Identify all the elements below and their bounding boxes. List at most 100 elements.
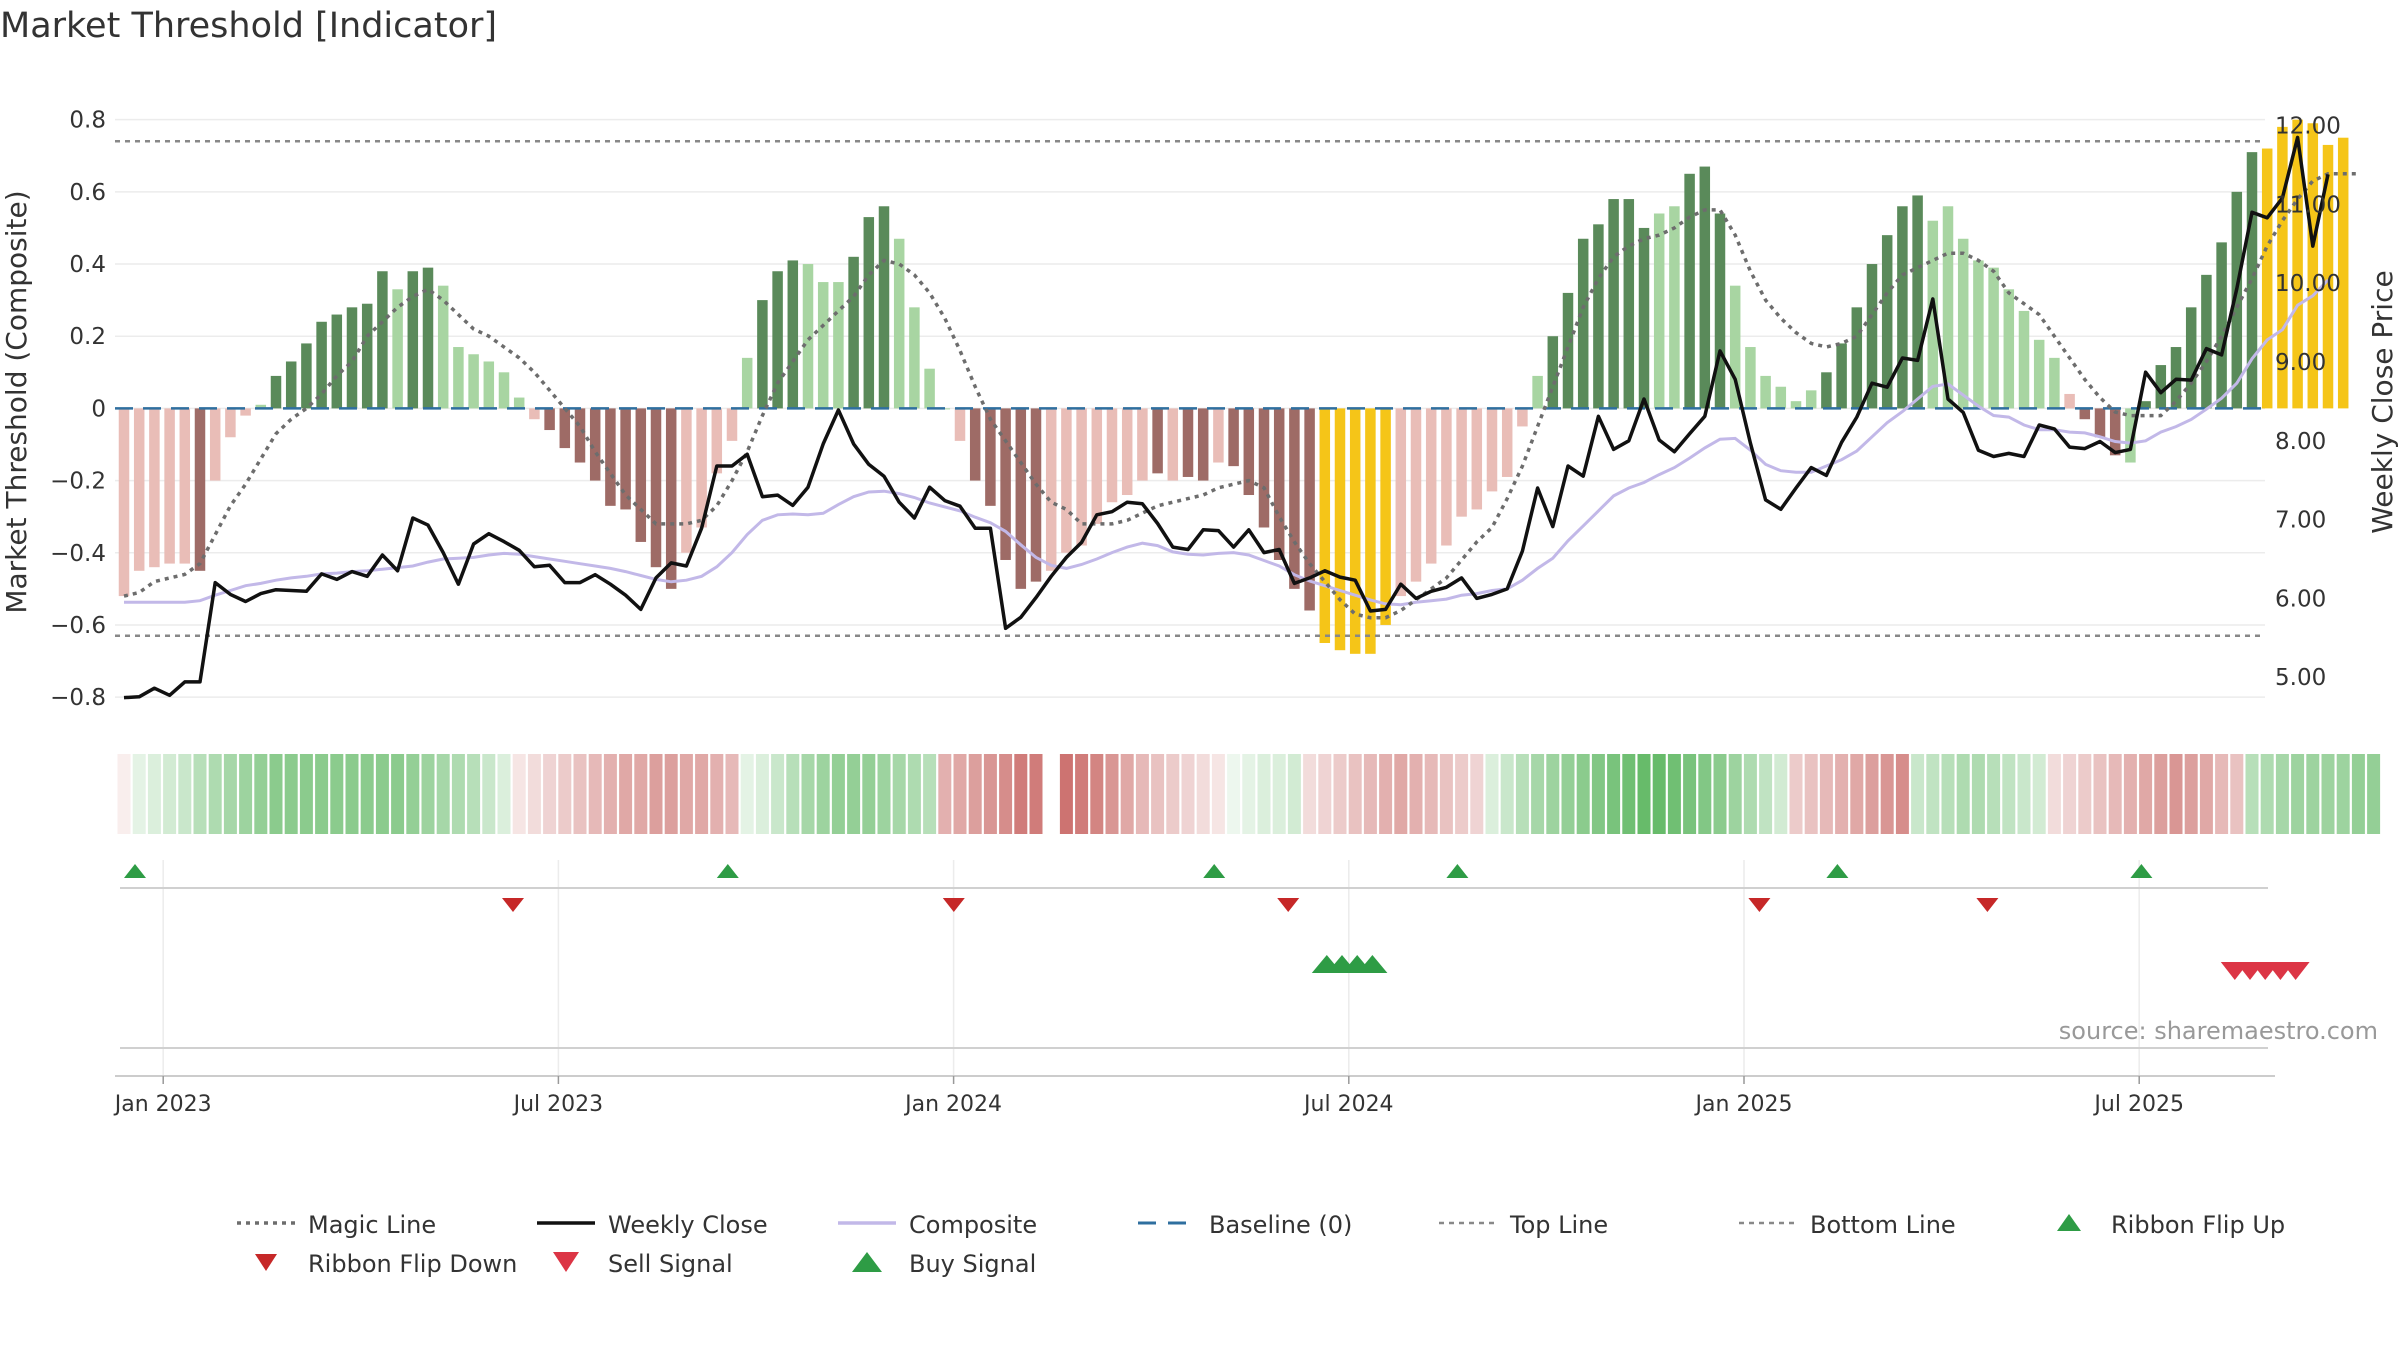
ribbon-cell xyxy=(634,754,648,834)
composite-bar xyxy=(620,408,631,510)
ribbon-cell xyxy=(1546,754,1560,834)
legend-swatch-flip-up xyxy=(2057,1214,2081,1231)
ribbon-cell xyxy=(1075,754,1089,834)
y-tick-label: −0.2 xyxy=(50,469,106,495)
ribbon-cell xyxy=(877,754,891,834)
ribbon-cell xyxy=(1971,754,1985,834)
y2-tick-label: 11.00 xyxy=(2275,192,2341,218)
ribbon-cell xyxy=(451,754,465,834)
composite-bar xyxy=(2155,365,2167,409)
ribbon-cell xyxy=(2321,754,2335,834)
composite-bar xyxy=(817,282,829,409)
ribbon-cell xyxy=(1394,754,1408,834)
composite-bar xyxy=(757,300,768,409)
composite-bar xyxy=(225,408,236,438)
ribbon-cell xyxy=(1242,754,1256,834)
ribbon-cell xyxy=(1804,754,1818,834)
ribbon-cell xyxy=(1151,754,1165,834)
ribbon-cell xyxy=(239,754,253,834)
ribbon-flip-down-marker xyxy=(1976,898,1999,912)
ribbon-cell xyxy=(1303,754,1317,834)
y-tick-label: 0 xyxy=(91,396,106,422)
composite-bar xyxy=(985,408,996,506)
legend-swatch-sell xyxy=(553,1252,579,1272)
ribbon-cell xyxy=(740,754,754,834)
composite-bar xyxy=(787,260,799,409)
y2-tick-label: 12.00 xyxy=(2275,114,2341,140)
composite-bar xyxy=(316,321,327,409)
composite-bar xyxy=(1973,260,1984,409)
ribbon-cell xyxy=(1409,754,1423,834)
ribbon-cell xyxy=(679,754,693,834)
composite-bar xyxy=(2246,152,2258,409)
ribbon-cell xyxy=(771,754,785,834)
composite-bar xyxy=(1745,347,1756,409)
ribbon-cell xyxy=(1379,754,1393,834)
magic-line xyxy=(123,172,2359,620)
composite-bar xyxy=(2125,408,2136,463)
composite-bar xyxy=(1760,375,1771,409)
ribbon-cell xyxy=(1607,754,1621,834)
composite-bar xyxy=(149,408,160,568)
ribbon-cell xyxy=(1713,754,1727,834)
composite-bar xyxy=(2185,307,2197,409)
composite-bar xyxy=(681,408,692,553)
composite-bar xyxy=(1486,408,1498,492)
ribbon-cell xyxy=(2047,754,2061,834)
y-axis-label: Market Threshold (Composite) xyxy=(0,190,33,613)
composite-bar xyxy=(1045,408,1057,571)
composite-bar xyxy=(1866,264,1878,409)
ribbon-cell xyxy=(1956,754,1970,834)
chart-title: Market Threshold [Indicator] xyxy=(0,6,498,46)
ribbon-cell xyxy=(831,754,845,834)
composite-bar xyxy=(893,238,905,409)
composite-bar xyxy=(377,271,388,409)
ribbon-cell xyxy=(2093,754,2107,834)
composite-bar xyxy=(361,303,373,409)
legend-item: Bottom Line xyxy=(1739,1211,1956,1239)
ribbon-cell xyxy=(695,754,709,834)
ribbon-cell xyxy=(284,754,298,834)
composite-bar xyxy=(559,408,571,449)
composite-bar xyxy=(1729,285,1741,409)
legend-item: Baseline (0) xyxy=(1138,1211,1352,1239)
composite-bar xyxy=(1152,408,1163,474)
composite-bar xyxy=(1851,307,1863,409)
ribbon-cell xyxy=(786,754,800,834)
composite-bars xyxy=(118,119,2349,654)
sell-signal-marker xyxy=(2281,962,2310,980)
composite-bar xyxy=(605,408,616,506)
composite-bar xyxy=(2337,137,2349,409)
ribbon-cell xyxy=(1728,754,1742,834)
ribbon-cell xyxy=(588,754,602,834)
legend-label: Magic Line xyxy=(308,1211,436,1239)
composite-bar xyxy=(1988,267,1999,409)
composite-bar xyxy=(969,408,981,481)
ribbon-cell xyxy=(1105,754,1119,834)
ribbon-flip-down-marker xyxy=(502,898,524,912)
composite-bar xyxy=(2261,148,2273,409)
ribbon-cell xyxy=(132,754,146,834)
y-tick-label: −0.4 xyxy=(50,541,106,567)
composite-bar xyxy=(574,408,586,463)
ribbon-cell xyxy=(603,754,617,834)
ribbon-cell xyxy=(2275,754,2289,834)
ribbon-flip-down-marker xyxy=(1277,898,1300,912)
ribbon-cell xyxy=(1743,754,1757,834)
ribbon-cell xyxy=(1135,754,1149,834)
composite-bar xyxy=(1821,372,1832,409)
legend-item: Top Line xyxy=(1439,1211,1608,1239)
composite-bar xyxy=(1517,408,1528,427)
composite-bar xyxy=(2003,289,2015,409)
y2-tick-label: 6.00 xyxy=(2275,586,2326,612)
ribbon-cell xyxy=(1363,754,1377,834)
composite-bar xyxy=(301,343,312,409)
ribbon-cell xyxy=(1014,754,1028,834)
composite-bar xyxy=(1577,238,1589,409)
composite-bar xyxy=(1790,401,1802,409)
composite-bar xyxy=(1030,408,1042,582)
y2-tick-label: 8.00 xyxy=(2275,429,2326,455)
ribbon-cell xyxy=(1196,754,1210,834)
legend-label: Bottom Line xyxy=(1810,1211,1956,1239)
